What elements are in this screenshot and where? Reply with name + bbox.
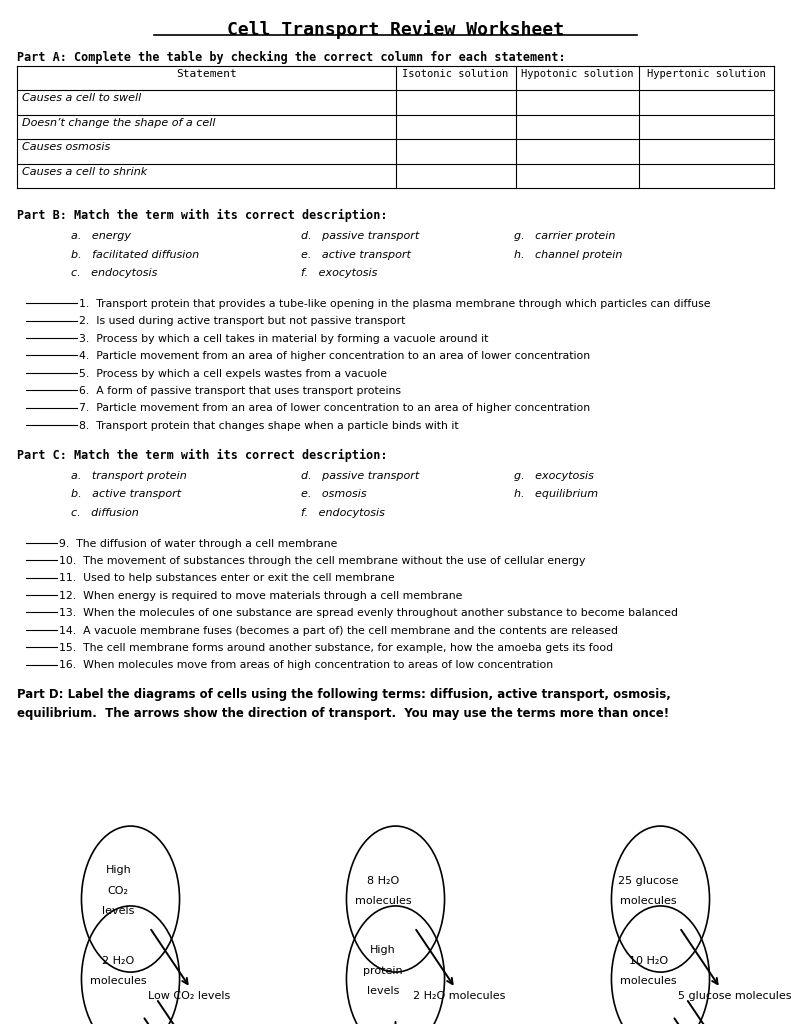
Text: CO₂: CO₂	[108, 886, 129, 896]
Text: 2.  Is used during active transport but not passive transport: 2. Is used during active transport but n…	[79, 316, 406, 327]
Text: 3.  Process by which a cell takes in material by forming a vacuole around it: 3. Process by which a cell takes in mate…	[79, 334, 489, 344]
Text: 10 H₂O: 10 H₂O	[629, 955, 668, 966]
Text: c.   endocytosis: c. endocytosis	[71, 268, 157, 279]
Text: 14.  A vacuole membrane fuses (becomes a part of) the cell membrane and the cont: 14. A vacuole membrane fuses (becomes a …	[59, 626, 619, 636]
Text: equilibrium.  The arrows show the direction of transport.  You may use the terms: equilibrium. The arrows show the directi…	[17, 707, 669, 720]
Text: 12.  When energy is required to move materials through a cell membrane: 12. When energy is required to move mate…	[59, 591, 463, 601]
Text: f.   exocytosis: f. exocytosis	[301, 268, 377, 279]
Text: 7.  Particle movement from an area of lower concentration to an area of higher c: 7. Particle movement from an area of low…	[79, 403, 590, 414]
Text: Cell Transport Review Worksheet: Cell Transport Review Worksheet	[227, 20, 564, 40]
Text: High: High	[370, 945, 396, 955]
Text: 9.  The diffusion of water through a cell membrane: 9. The diffusion of water through a cell…	[59, 539, 338, 549]
Text: Causes osmosis: Causes osmosis	[22, 142, 111, 153]
Text: Part D: Label the diagrams of cells using the following terms: diffusion, active: Part D: Label the diagrams of cells usin…	[17, 688, 672, 701]
Text: High: High	[105, 865, 131, 876]
Text: molecules: molecules	[620, 976, 676, 986]
Text: b.   active transport: b. active transport	[71, 489, 181, 500]
Text: levels: levels	[102, 906, 134, 916]
Text: molecules: molecules	[355, 896, 411, 906]
Text: 5.  Process by which a cell expels wastes from a vacuole: 5. Process by which a cell expels wastes…	[79, 369, 387, 379]
Text: g.   carrier protein: g. carrier protein	[514, 231, 615, 242]
Text: e.   active transport: e. active transport	[301, 250, 411, 260]
Text: f.   endocytosis: f. endocytosis	[301, 508, 384, 518]
Text: h.   channel protein: h. channel protein	[514, 250, 623, 260]
Text: Causes a cell to swell: Causes a cell to swell	[22, 93, 142, 103]
Text: Part A: Complete the table by checking the correct column for each statement:: Part A: Complete the table by checking t…	[17, 51, 566, 65]
Text: 25 glucose: 25 glucose	[618, 876, 679, 886]
Text: Doesn’t change the shape of a cell: Doesn’t change the shape of a cell	[22, 118, 216, 128]
Text: 4.  Particle movement from an area of higher concentration to an area of lower c: 4. Particle movement from an area of hig…	[79, 351, 590, 361]
Text: d.   passive transport: d. passive transport	[301, 471, 418, 481]
Text: 5 glucose molecules: 5 glucose molecules	[678, 991, 791, 1001]
Text: molecules: molecules	[90, 976, 146, 986]
Text: Low CO₂ levels: Low CO₂ levels	[148, 991, 230, 1001]
Text: 8.  Transport protein that changes shape when a particle binds with it: 8. Transport protein that changes shape …	[79, 421, 459, 431]
Text: c.   diffusion: c. diffusion	[71, 508, 139, 518]
Text: 2 H₂O molecules: 2 H₂O molecules	[413, 991, 505, 1001]
Text: Hypotonic solution: Hypotonic solution	[521, 69, 634, 79]
Text: 13.  When the molecules of one substance are spread evenly throughout another su: 13. When the molecules of one substance …	[59, 608, 679, 618]
Text: Statement: Statement	[176, 69, 237, 79]
Text: 1.  Transport protein that provides a tube-like opening in the plasma membrane t: 1. Transport protein that provides a tub…	[79, 299, 710, 309]
Text: 11.  Used to help substances enter or exit the cell membrane: 11. Used to help substances enter or exi…	[59, 573, 395, 584]
Text: Hypertonic solution: Hypertonic solution	[647, 69, 766, 79]
Text: h.   equilibrium: h. equilibrium	[514, 489, 598, 500]
Text: b.   facilitated diffusion: b. facilitated diffusion	[71, 250, 199, 260]
Text: 16.  When molecules move from areas of high concentration to areas of low concen: 16. When molecules move from areas of hi…	[59, 660, 554, 671]
Text: e.   osmosis: e. osmosis	[301, 489, 366, 500]
Text: 2 H₂O: 2 H₂O	[102, 955, 134, 966]
Text: Part B: Match the term with its correct description:: Part B: Match the term with its correct …	[17, 209, 388, 222]
Text: levels: levels	[367, 986, 399, 996]
Text: 15.  The cell membrane forms around another substance, for example, how the amoe: 15. The cell membrane forms around anoth…	[59, 643, 614, 653]
Text: a.   energy: a. energy	[71, 231, 131, 242]
Text: protein: protein	[363, 966, 403, 976]
Text: molecules: molecules	[620, 896, 676, 906]
Text: a.   transport protein: a. transport protein	[71, 471, 187, 481]
Text: Part C: Match the term with its correct description:: Part C: Match the term with its correct …	[17, 449, 388, 462]
Text: g.   exocytosis: g. exocytosis	[514, 471, 594, 481]
Text: Isotonic solution: Isotonic solution	[403, 69, 509, 79]
Text: d.   passive transport: d. passive transport	[301, 231, 418, 242]
Text: Causes a cell to shrink: Causes a cell to shrink	[22, 167, 147, 177]
Text: 10.  The movement of substances through the cell membrane without the use of cel: 10. The movement of substances through t…	[59, 556, 585, 566]
Text: 8 H₂O: 8 H₂O	[367, 876, 399, 886]
Text: 6.  A form of passive transport that uses transport proteins: 6. A form of passive transport that uses…	[79, 386, 401, 396]
